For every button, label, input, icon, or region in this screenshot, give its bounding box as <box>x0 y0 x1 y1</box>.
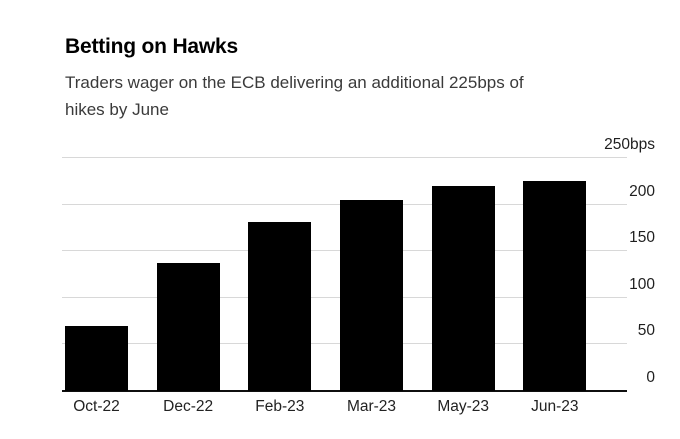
x-tick-label-may-23: May-23 <box>437 398 489 415</box>
bar-may-23 <box>431 185 495 391</box>
bar-dec-22 <box>156 263 220 391</box>
chart-title: Betting on Hawks <box>65 35 238 59</box>
bar-feb-23 <box>248 222 312 391</box>
bar-mar-23 <box>340 199 403 391</box>
x-tick-label-jun-23: Jun-23 <box>531 398 579 415</box>
bar-jun-23 <box>523 181 587 391</box>
gridline-250 <box>62 157 627 158</box>
x-tick-label-dec-22: Dec-22 <box>163 398 214 415</box>
x-axis-line <box>62 390 627 392</box>
x-tick-label-feb-23: Feb-23 <box>255 398 305 415</box>
bar-oct-22 <box>65 325 128 391</box>
plot-area: Oct-22 Dec-22 Feb-23 Mar-23 May-23 Jun-23 <box>62 157 627 415</box>
y-tick-label-50: 50 <box>637 322 655 340</box>
y-tick-label-250: 250bps <box>604 136 655 153</box>
x-tick-label-oct-22: Oct-22 <box>73 398 120 415</box>
x-tick-label-mar-23: Mar-23 <box>346 398 397 415</box>
chart-subtitle: Traders wager on the ECB delivering an a… <box>65 73 524 119</box>
y-tick-label-150: 150 <box>629 229 655 247</box>
y-tick-label-200: 200 <box>629 182 655 200</box>
y-tick-label-100: 100 <box>629 275 655 293</box>
y-tick-label-0: 0 <box>646 369 655 386</box>
